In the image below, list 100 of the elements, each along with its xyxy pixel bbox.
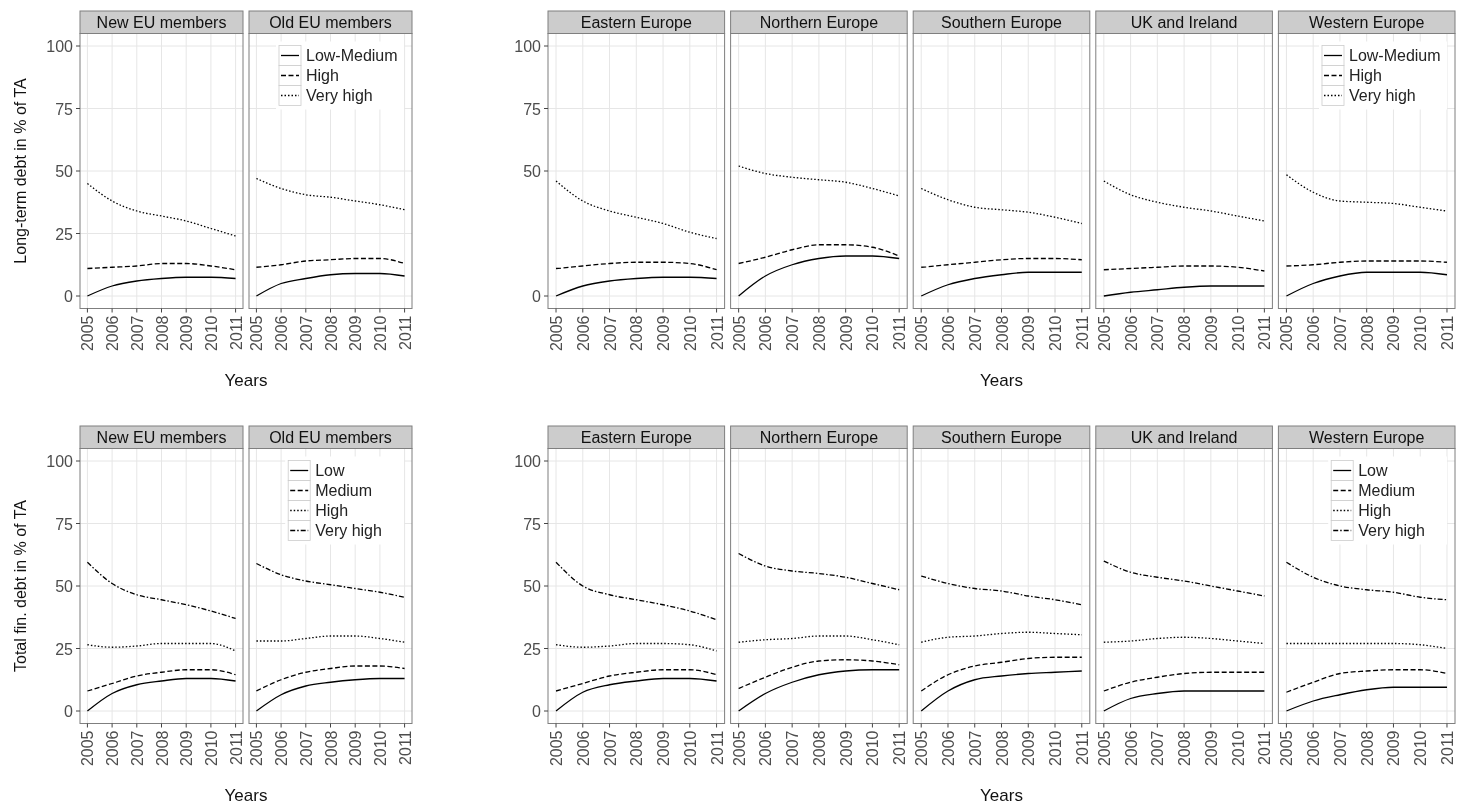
x-tick-label: 2011	[1256, 730, 1274, 765]
y-tick-label: 100	[514, 453, 542, 470]
x-tick-label: 2005	[1095, 730, 1113, 767]
x-tick-label: 2006	[1305, 315, 1323, 352]
x-tick-label: 2006	[273, 315, 291, 352]
x-tick-label: 2010	[1229, 315, 1247, 352]
x-tick-label: 2009	[655, 315, 673, 352]
x-tick-label: 2011	[891, 730, 909, 765]
y-tick-label: 0	[64, 288, 74, 305]
x-tick-label: 2008	[993, 730, 1011, 767]
chart-title: Southern Europe	[941, 14, 1063, 31]
x-tick-label: 2011	[1438, 730, 1456, 765]
x-tick-label: 2009	[1020, 730, 1038, 767]
line-series	[86, 262, 237, 271]
x-tick-label: 2010	[864, 315, 882, 352]
y-tick-label: 25	[523, 640, 542, 658]
x-tick-label: 2007	[784, 315, 802, 352]
legend-label: Low-Medium	[306, 46, 398, 64]
x-tick-label: 2005	[248, 730, 266, 767]
x-tick-label: 2008	[1176, 730, 1194, 767]
x-tick-label: 2009	[1385, 315, 1403, 352]
y-tick-label: 50	[523, 163, 542, 180]
x-tick-label: 2008	[628, 730, 646, 767]
x-tick-label: 2005	[1278, 315, 1296, 352]
line-series	[555, 261, 718, 271]
legend-label: Very high	[315, 521, 382, 539]
x-tick-label: 2009	[178, 315, 196, 352]
x-tick-label: 2008	[1176, 315, 1194, 352]
x-tick-label: 2007	[1331, 315, 1349, 352]
line-series	[555, 180, 718, 240]
y-axis-title: Long-term debt in % of TA	[12, 78, 29, 264]
x-tick-label: 2007	[297, 315, 315, 352]
y-tick-label: 50	[55, 163, 74, 180]
x-tick-label: 2010	[371, 315, 389, 352]
y-tick-label: 50	[55, 578, 74, 595]
x-tick-label: 2005	[730, 315, 748, 352]
x-axis-title: Years	[224, 785, 268, 805]
chart-title: UK and Ireland	[1130, 14, 1238, 31]
legend-label: High	[1349, 66, 1382, 84]
x-tick-label: 2011	[891, 315, 909, 350]
x-tick-label: 2010	[1047, 730, 1065, 767]
line-series	[86, 669, 237, 692]
x-tick-label: 2007	[601, 730, 619, 767]
x-axis-title: Years	[980, 370, 1023, 390]
x-tick-label: 2008	[322, 315, 340, 352]
x-tick-label: 2005	[79, 730, 97, 767]
y-tick-label: 25	[55, 225, 74, 243]
x-tick-label: 2007	[784, 730, 802, 767]
x-tick-label: 2005	[913, 730, 931, 767]
chart-title: Northern Europe	[759, 14, 879, 31]
chart-title: New EU members	[96, 429, 227, 446]
x-tick-label: 2011	[1073, 315, 1091, 350]
x-tick-label: 2011	[708, 315, 726, 350]
x-tick-label: 2010	[1412, 730, 1430, 767]
line-series	[555, 276, 718, 297]
y-tick-label: 0	[532, 288, 542, 305]
x-tick-label: 2007	[128, 315, 146, 352]
x-tick-label: 2011	[227, 730, 245, 765]
line-series	[555, 561, 718, 621]
y-tick-label: 75	[55, 100, 74, 118]
x-tick-label: 2011	[1438, 315, 1456, 350]
legend-label: High	[1358, 501, 1392, 519]
legend-label: Medium	[315, 481, 373, 499]
x-tick-label: 2011	[1073, 730, 1091, 765]
chart-title: Eastern Europe	[580, 429, 692, 446]
x-tick-label: 2010	[371, 730, 389, 767]
line-series	[86, 276, 237, 297]
legend-label: Very high	[1349, 86, 1416, 104]
x-tick-label: 2006	[939, 315, 957, 352]
x-tick-label: 2007	[1149, 315, 1167, 352]
x-tick-label: 2005	[1278, 730, 1296, 767]
chart-title: New EU members	[96, 14, 227, 31]
chart-title: UK and Ireland	[1130, 429, 1238, 446]
y-tick-label: 75	[55, 515, 74, 533]
y-tick-label: 100	[46, 38, 74, 55]
x-tick-label: 2006	[104, 730, 122, 767]
x-tick-label: 2010	[1229, 730, 1247, 767]
x-tick-label: 2009	[1020, 315, 1038, 352]
x-tick-label: 2006	[574, 315, 592, 352]
x-tick-label: 2008	[153, 730, 171, 767]
x-tick-label: 2007	[601, 315, 619, 352]
x-axis-title: Years	[224, 370, 268, 390]
x-tick-label: 2006	[1122, 315, 1140, 352]
legend-label: Low	[315, 461, 345, 479]
x-tick-label: 2008	[153, 315, 171, 352]
x-tick-label: 2009	[347, 315, 365, 352]
x-tick-label: 2010	[864, 730, 882, 767]
chart-title: Southern Europe	[941, 429, 1063, 446]
x-tick-label: 2008	[1358, 730, 1376, 767]
y-tick-label: 100	[514, 38, 542, 55]
x-tick-label: 2005	[248, 315, 266, 352]
x-tick-label: 2011	[1256, 315, 1274, 350]
x-tick-label: 2007	[1149, 730, 1167, 767]
y-tick-label: 0	[64, 703, 74, 720]
x-tick-label: 2011	[396, 315, 414, 350]
chart-title: Old EU members	[269, 14, 392, 31]
line-series	[555, 642, 718, 652]
legend-label: Low-Medium	[1349, 46, 1441, 64]
x-tick-label: 2009	[1385, 730, 1403, 767]
y-tick-label: 25	[55, 640, 74, 658]
